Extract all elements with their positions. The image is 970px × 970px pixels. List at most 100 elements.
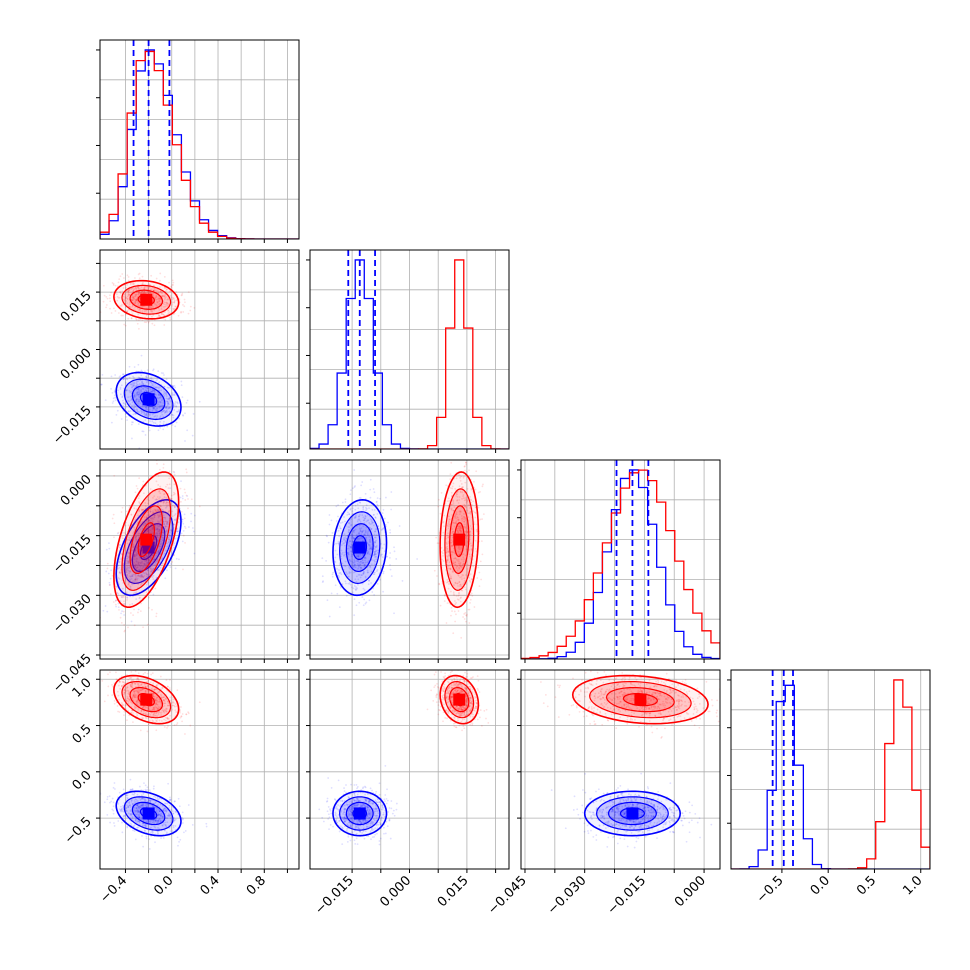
sample-point (152, 559, 155, 561)
sample-point (125, 313, 127, 316)
sample-point (468, 512, 470, 515)
sample-point (373, 560, 376, 563)
sample-point (170, 286, 173, 289)
sample-point (152, 408, 155, 410)
sample-point (356, 563, 359, 565)
sample-point (146, 286, 149, 289)
sample-point (349, 540, 352, 543)
sample-point (138, 393, 141, 395)
sample-point (358, 565, 360, 568)
sample-point (159, 286, 161, 288)
sample-point (343, 554, 345, 557)
sample-point (140, 412, 143, 415)
sample-point (160, 396, 162, 399)
sample-point (162, 410, 165, 413)
sample-point (360, 536, 363, 539)
sample-point (156, 410, 158, 412)
sample-point (137, 608, 140, 611)
sample-point (127, 626, 129, 629)
sample-point (149, 291, 151, 294)
sample-point (154, 393, 157, 396)
sample-point (347, 526, 350, 528)
sample-point (148, 406, 150, 409)
sample-point (366, 531, 369, 533)
sample-point (130, 513, 133, 516)
sample-point (357, 564, 360, 567)
sample-point (126, 557, 129, 560)
sample-point (452, 501, 455, 503)
sample-point (132, 290, 135, 293)
sample-point (370, 537, 372, 539)
sample-point (139, 310, 142, 313)
sample-point (464, 526, 467, 529)
sample-point (376, 503, 379, 506)
sample-point (118, 278, 121, 281)
sample-point (182, 303, 184, 306)
sample-point (157, 520, 159, 523)
sample-point (174, 386, 176, 389)
sample-point (155, 298, 158, 301)
sample-point (141, 282, 144, 285)
sample-point (374, 545, 376, 548)
sample-point (180, 380, 183, 383)
sample-point (138, 376, 141, 379)
sample-point (184, 301, 186, 304)
sample-point (144, 560, 147, 563)
sample-point (135, 388, 138, 391)
sample-point (449, 568, 452, 571)
sample-point (131, 602, 134, 605)
sample-point (175, 557, 178, 560)
sample-point (442, 560, 445, 562)
sample-point (457, 547, 460, 550)
sample-point (352, 587, 355, 590)
sample-point (173, 519, 176, 521)
sample-point (146, 374, 149, 376)
sample-point (139, 402, 142, 405)
sample-point (381, 547, 384, 550)
sample-point (478, 571, 481, 574)
sample-point (162, 372, 165, 375)
sample-point (346, 534, 349, 537)
sample-point (156, 569, 159, 572)
sample-point (184, 527, 187, 530)
sample-point (133, 507, 136, 510)
sample-point (363, 517, 366, 520)
sample-point (380, 542, 382, 545)
sample-point (110, 291, 113, 294)
sample-point (181, 822, 184, 824)
sample-point (137, 611, 139, 614)
sample-point (138, 272, 141, 275)
sample-point (154, 541, 157, 544)
sample-point (145, 413, 148, 416)
sample-point (321, 581, 324, 584)
sample-point (107, 572, 110, 575)
sample-point (172, 414, 175, 417)
sample-point (449, 568, 452, 570)
sample-point (375, 570, 378, 573)
sample-point (145, 515, 148, 518)
sample-point (180, 311, 182, 314)
sample-point (374, 541, 377, 544)
sample-point (360, 574, 363, 576)
sample-point (141, 568, 143, 571)
sample-point (145, 413, 148, 416)
sample-point (114, 310, 117, 312)
sample-point (459, 597, 462, 600)
sample-point (137, 293, 140, 296)
sample-point (382, 572, 385, 575)
sample-point (369, 534, 372, 536)
sample-point (129, 410, 132, 412)
sample-point (127, 396, 130, 399)
sample-point (171, 303, 174, 306)
sample-point (165, 501, 168, 504)
sample-point (132, 288, 135, 291)
sample-point (131, 398, 133, 401)
sample-point (155, 386, 158, 389)
sample-point (335, 520, 338, 522)
sample-point (134, 563, 137, 566)
sample-point (159, 386, 161, 389)
sample-point (473, 606, 476, 608)
sample-point (366, 552, 369, 555)
sample-point (138, 597, 141, 600)
sample-point (159, 405, 161, 408)
